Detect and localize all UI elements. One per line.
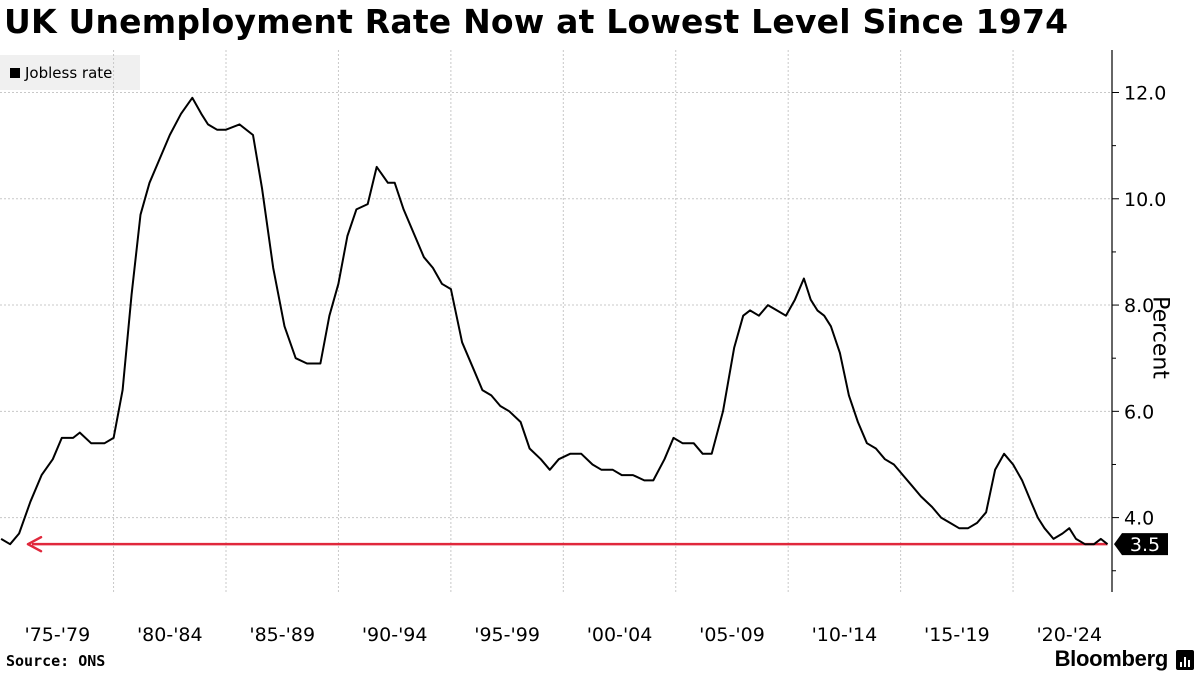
y-axis-label: Percent	[1147, 296, 1173, 379]
reference-arrowhead	[26, 535, 43, 553]
y-tick-label: 6.0	[1124, 401, 1154, 423]
x-period-label: '95-'99	[474, 624, 540, 646]
y-tick-label: 4.0	[1124, 508, 1154, 530]
x-period-label: '15-'19	[924, 624, 990, 646]
x-period-label: '75-'79	[25, 624, 91, 646]
brand-logo: Bloomberg	[1054, 646, 1169, 671]
y-tick-label: 12.0	[1124, 83, 1166, 105]
x-period-label: '85-'89	[249, 624, 315, 646]
x-period-label: '05-'09	[699, 624, 765, 646]
end-value-tag	[1114, 533, 1168, 556]
x-period-label: '20-'24	[1036, 624, 1102, 646]
chart-title: UK Unemployment Rate Now at Lowest Level…	[4, 2, 1069, 41]
end-value-label: 3.5	[1130, 534, 1160, 556]
legend-label: Jobless rate	[25, 63, 113, 82]
x-period-label: '10-'14	[812, 624, 878, 646]
source-note: Source: ONS	[6, 652, 106, 670]
y-tick-label: 8.0	[1124, 295, 1154, 317]
x-period-label: '90-'94	[362, 624, 428, 646]
legend-swatch	[10, 67, 20, 78]
series-line-jobless-rate	[0, 96, 1109, 546]
bloomberg-chart-icon	[1176, 650, 1194, 670]
y-tick-label: 10.0	[1124, 189, 1166, 211]
x-period-label: '00-'04	[587, 624, 653, 646]
x-period-label: '80-'84	[137, 624, 203, 646]
chart-legend: Jobless rate	[0, 55, 140, 90]
